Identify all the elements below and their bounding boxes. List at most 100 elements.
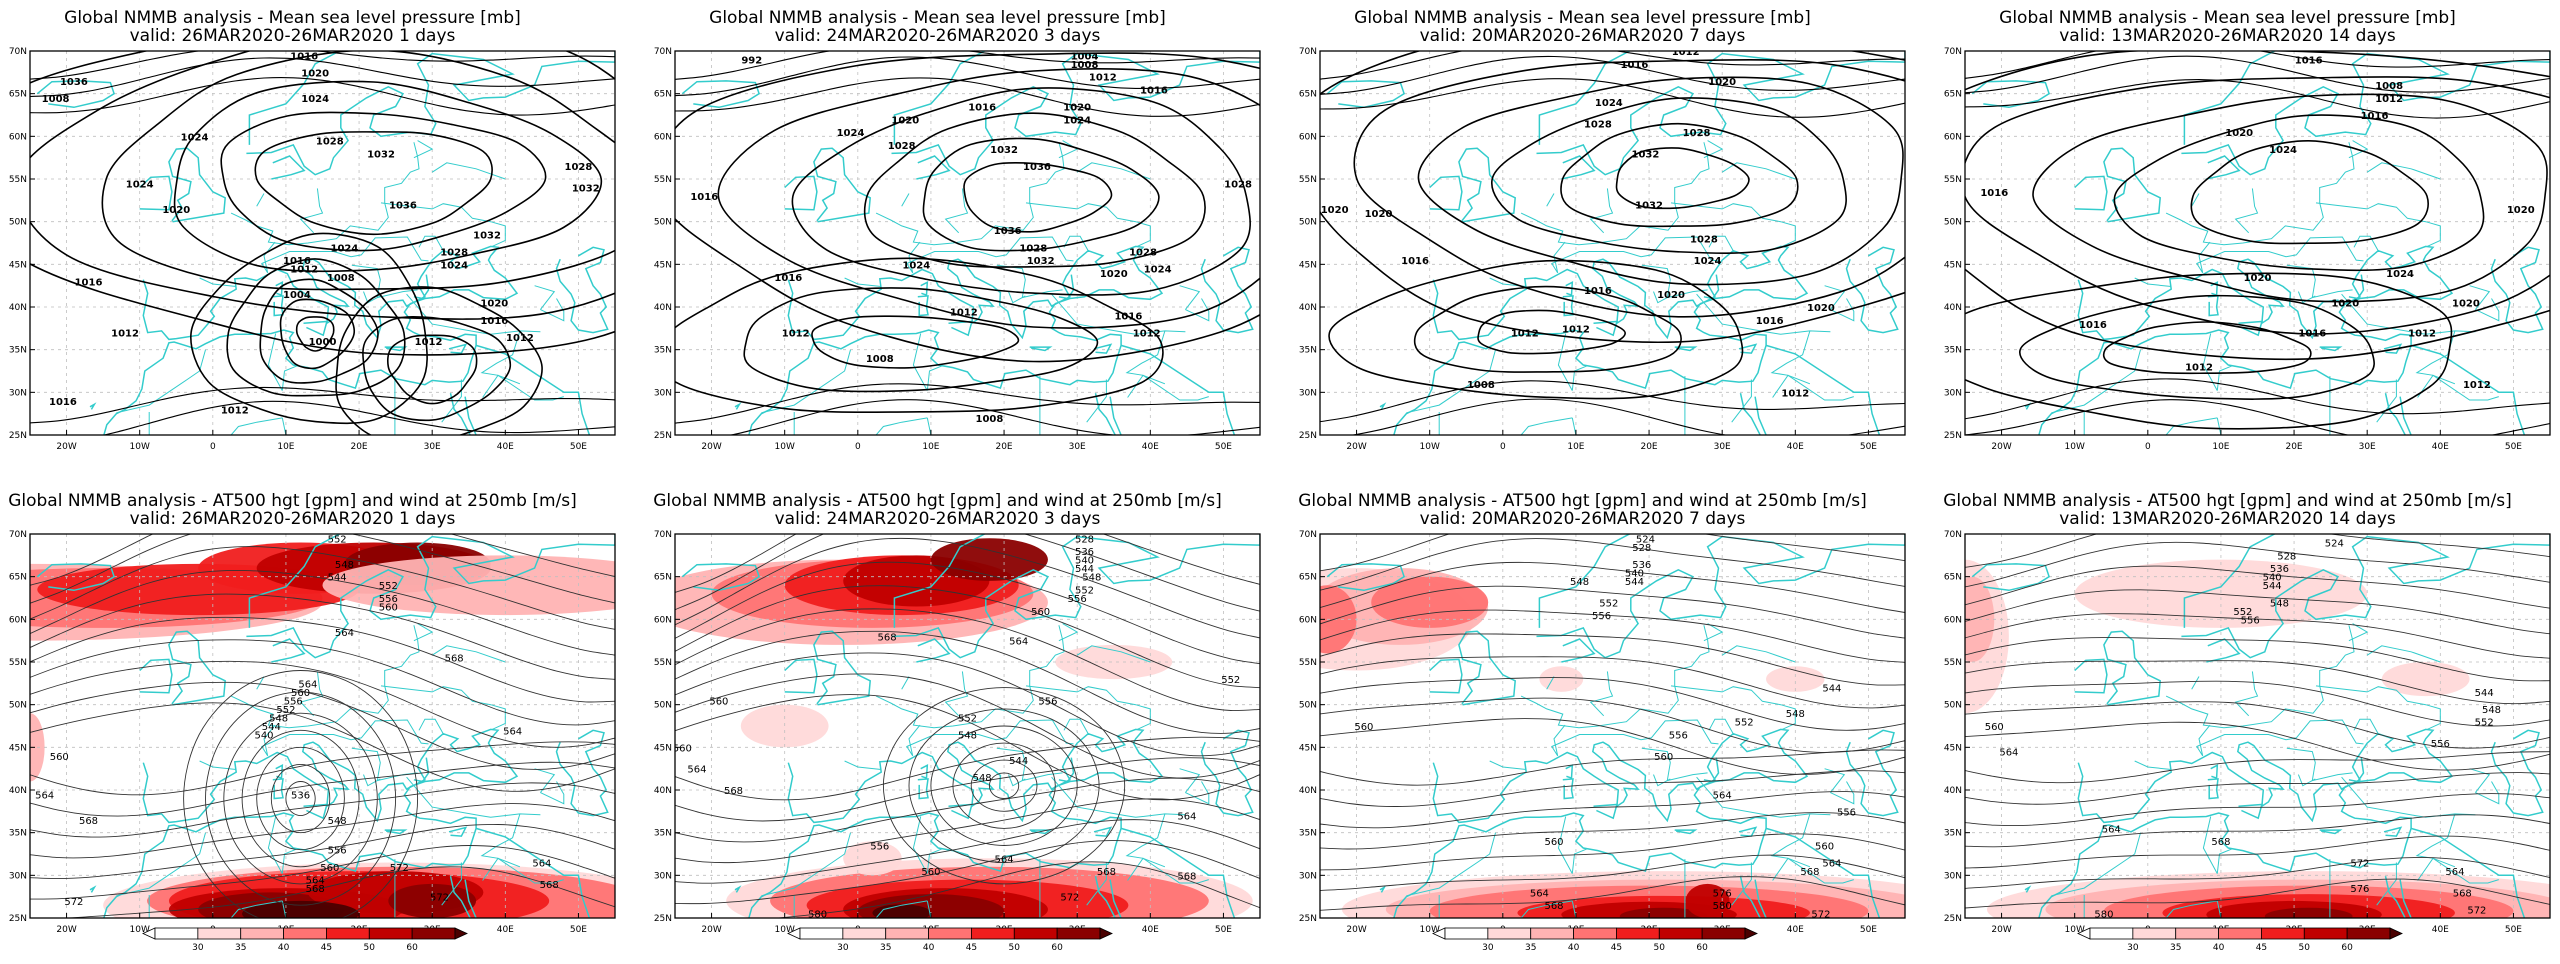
latitude-label: 60N bbox=[654, 132, 672, 142]
longitude-labels: 20W 10W 0 10E 20E 30E 40E 50E bbox=[56, 430, 587, 452]
isoline-label: 572 bbox=[390, 863, 409, 874]
latitude-label: 45N bbox=[1299, 260, 1317, 270]
isoline-label: 572 bbox=[430, 893, 449, 904]
isoline-label: 560 bbox=[1815, 841, 1834, 852]
longitude-label: 10W bbox=[1420, 925, 1440, 935]
isoline-label: 564 bbox=[995, 854, 1014, 865]
isoline-label: 540 bbox=[2263, 573, 2282, 584]
isoline-label: 560 bbox=[320, 863, 339, 874]
isoline-label: 1024 bbox=[2269, 145, 2297, 156]
isoline-label: 1016 bbox=[1756, 316, 1784, 327]
colorbar-label: 50 bbox=[2299, 943, 2311, 953]
isoline-label: 556 bbox=[284, 696, 303, 707]
panel-title: Global NMMB analysis - Mean sea level pr… bbox=[709, 8, 1166, 28]
isoline-label: 1024 bbox=[440, 260, 468, 271]
colorbar-label: 50 bbox=[1009, 943, 1021, 953]
isolines bbox=[30, 534, 615, 918]
latitude-label: 40N bbox=[654, 786, 672, 796]
isoline-label: 1032 bbox=[1635, 201, 1663, 212]
isoline-label: 1012 bbox=[1781, 388, 1809, 399]
isoline-label: 544 bbox=[2475, 688, 2494, 699]
latitude-label: 60N bbox=[654, 615, 672, 625]
isoline-label: 548 bbox=[269, 713, 288, 724]
isoline-label: 1012 bbox=[2408, 329, 2436, 340]
isoline-label: 552 bbox=[958, 713, 977, 724]
panel-title: Global NMMB analysis - AT500 hgt [gpm] a… bbox=[8, 491, 577, 511]
latitude-label: 50N bbox=[654, 701, 672, 711]
wind-shading bbox=[1320, 568, 1905, 918]
isoline-label: 568 bbox=[1800, 867, 1819, 878]
colorbar-segment bbox=[326, 927, 370, 940]
latitude-label: 55N bbox=[1299, 658, 1317, 668]
latitude-label: 50N bbox=[1299, 701, 1317, 711]
isoline-label: 1016 bbox=[2295, 56, 2323, 67]
latitude-label: 35N bbox=[1299, 829, 1317, 839]
longitude-label: 20W bbox=[1346, 442, 1366, 452]
isoline-label: 1012 bbox=[2463, 380, 2491, 391]
latitude-label: 50N bbox=[9, 218, 27, 228]
colorbar-label: 35 bbox=[2170, 943, 2181, 953]
graticule bbox=[1320, 534, 1905, 918]
panel-valid-period: valid: 26MAR2020-26MAR2020 1 days bbox=[130, 26, 456, 46]
map-frame bbox=[29, 50, 616, 436]
longitude-label: 20E bbox=[1640, 442, 1657, 452]
colorbar-label: 30 bbox=[192, 943, 204, 953]
colorbar-segment bbox=[842, 927, 887, 940]
colorbar-segment bbox=[1013, 927, 1058, 940]
colorbar-label: 35 bbox=[235, 943, 246, 953]
longitude-label: 30E bbox=[1714, 442, 1731, 452]
isoline-label: 1016 bbox=[1140, 85, 1168, 96]
colorbar-label: 40 bbox=[923, 943, 935, 953]
panel-5: Global NMMB analysis - AT500 hgt [gpm] a… bbox=[8, 491, 616, 953]
isoline-label: 548 bbox=[973, 773, 992, 784]
wind-speed-area bbox=[322, 555, 615, 616]
isoline-label: 572 bbox=[64, 897, 83, 908]
isoline-labels: 1012 1016 1020 1024 1028 1028 1032 1032 1020 1020… bbox=[1321, 51, 1835, 399]
isolines bbox=[1320, 51, 1905, 435]
isoline-label: 552 bbox=[1735, 718, 1754, 729]
latitude-labels: 70N 65N 60N 55N 50N 45N 40N 35N 30N 25N bbox=[654, 47, 680, 441]
isoline-label: 992 bbox=[741, 56, 762, 67]
latitude-label: 40N bbox=[9, 303, 27, 313]
isoline-label: 1024 bbox=[2386, 269, 2414, 280]
latitude-label: 45N bbox=[654, 260, 672, 270]
isoline-label: 1024 bbox=[837, 128, 865, 139]
latitude-label: 30N bbox=[9, 871, 27, 881]
isoline-label: 564 bbox=[2102, 824, 2121, 835]
isolines bbox=[1320, 534, 1905, 911]
isoline-label: 1004 bbox=[1071, 51, 1099, 62]
isoline-label: 1032 bbox=[473, 230, 501, 241]
isoline-label: 556 bbox=[1068, 594, 1087, 605]
wind-shading bbox=[1965, 559, 2550, 918]
isoline-label: 560 bbox=[921, 867, 940, 878]
longitude-label: 10W bbox=[130, 925, 150, 935]
latitude-label: 30N bbox=[1944, 388, 1962, 398]
panel-valid-period: valid: 13MAR2020-26MAR2020 14 days bbox=[2059, 26, 2396, 46]
isoline-label: 1020 bbox=[2225, 128, 2253, 139]
isoline-label: 1020 bbox=[1657, 290, 1685, 301]
isoline-label: 1020 bbox=[1365, 209, 1393, 220]
isoline-label: 1012 bbox=[1133, 329, 1161, 340]
colorbar-label: 60 bbox=[406, 943, 418, 953]
isoline-label: 1020 bbox=[301, 68, 329, 79]
isoline-label: 1024 bbox=[1144, 265, 1172, 276]
isoline-label: 1036 bbox=[389, 201, 417, 212]
isoline-label: 536 bbox=[1075, 547, 1094, 558]
latitude-label: 55N bbox=[654, 658, 672, 668]
isoline-label: 540 bbox=[1625, 568, 1644, 579]
isoline-label: 524 bbox=[2325, 539, 2344, 550]
isoline-label: 1000 bbox=[309, 337, 337, 348]
latitude-label: 35N bbox=[1299, 346, 1317, 356]
latitude-label: 45N bbox=[1944, 743, 1962, 753]
latitude-label: 30N bbox=[1944, 871, 1962, 881]
wind-speed-area bbox=[2381, 662, 2470, 697]
wind-speed-area bbox=[1371, 576, 1489, 628]
latitude-label: 55N bbox=[1944, 658, 1962, 668]
wind-speed-area bbox=[1766, 666, 1825, 692]
isoline-label: 548 bbox=[328, 816, 347, 827]
isoline-label: 1024 bbox=[1595, 98, 1623, 109]
isoline-label: 556 bbox=[2241, 615, 2260, 626]
isoline-label: 576 bbox=[2350, 884, 2369, 895]
